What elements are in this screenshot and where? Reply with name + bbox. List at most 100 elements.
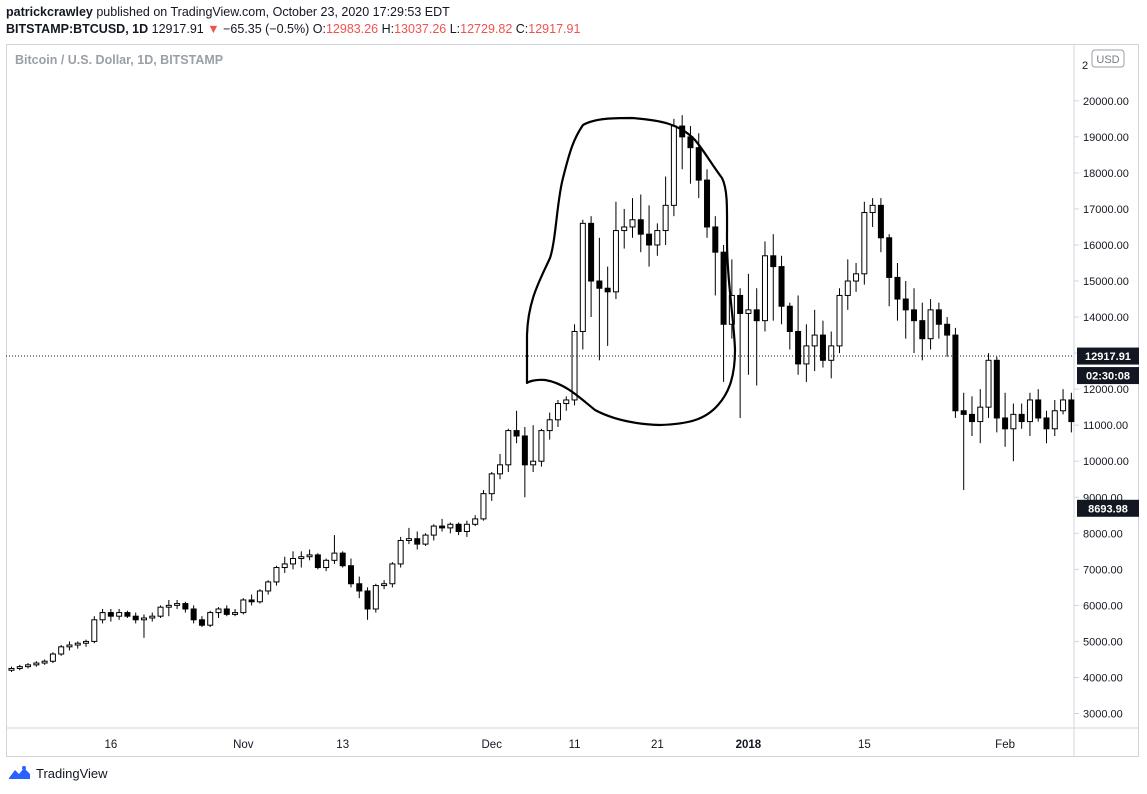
symbol-label[interactable]: BITSTAMP:BTCUSD, 1D xyxy=(6,22,149,36)
candle xyxy=(819,320,826,368)
candle-body xyxy=(927,309,934,340)
candle xyxy=(604,266,611,346)
currency-badge[interactable] xyxy=(1091,49,1125,68)
candle-body xyxy=(381,583,388,587)
candle-body xyxy=(174,603,181,606)
candle-body xyxy=(629,219,636,228)
y-tick-label: 11000.00 xyxy=(1083,420,1128,432)
candle-body xyxy=(720,251,727,325)
y-tick-top: 2 xyxy=(1082,60,1088,72)
y-tick-label: 7000.00 xyxy=(1083,564,1123,576)
candle xyxy=(720,244,727,382)
candle-body xyxy=(347,565,354,585)
x-tick-label: Dec xyxy=(482,739,503,751)
candle xyxy=(198,616,205,628)
candle xyxy=(1018,403,1025,429)
candle-body xyxy=(819,334,826,361)
candle xyxy=(778,255,785,325)
y-tick-label: 12000.00 xyxy=(1083,384,1129,396)
candle xyxy=(803,324,810,382)
candle xyxy=(770,234,777,321)
candle xyxy=(670,118,677,217)
candle-body xyxy=(1060,399,1067,412)
candle xyxy=(124,610,131,618)
candle-body xyxy=(670,125,677,206)
candle-body xyxy=(571,330,578,401)
candle-body xyxy=(761,255,768,322)
author-name[interactable]: patrickcrawley xyxy=(6,5,93,19)
candle xyxy=(786,302,793,350)
candle-body xyxy=(74,642,81,646)
candle-body xyxy=(1026,399,1033,423)
candle xyxy=(1043,410,1050,444)
candle xyxy=(41,659,48,665)
candle-body xyxy=(472,518,479,525)
candle-body xyxy=(58,646,65,655)
candle xyxy=(389,562,396,588)
candle-body xyxy=(414,538,421,545)
candle-body xyxy=(91,619,98,642)
candle xyxy=(811,309,818,372)
candle xyxy=(968,396,975,436)
candle xyxy=(571,324,578,406)
candle-body xyxy=(588,222,595,282)
candle xyxy=(588,216,595,318)
tradingview-logo-icon[interactable] xyxy=(8,765,32,781)
footer: TradingView xyxy=(8,765,108,781)
candle-body xyxy=(952,334,959,412)
candle xyxy=(596,237,603,361)
candle-body xyxy=(389,563,396,585)
candle-body xyxy=(306,554,313,558)
footer-brand[interactable]: TradingView xyxy=(36,765,108,781)
candle xyxy=(488,472,495,501)
candle xyxy=(256,589,263,604)
candle xyxy=(331,535,338,564)
x-tick-label: 15 xyxy=(858,739,871,751)
last-visible-label: 8693.98 xyxy=(1088,503,1128,515)
candle xyxy=(952,327,959,418)
chart-frame[interactable] xyxy=(6,44,1139,757)
candle xyxy=(886,234,893,307)
candle-body xyxy=(695,147,702,181)
candle-body xyxy=(265,581,272,592)
candle-body xyxy=(704,179,711,228)
candle-body xyxy=(314,554,321,569)
candle xyxy=(215,607,222,618)
candle-body xyxy=(803,345,810,365)
candle-body xyxy=(654,230,661,246)
candle-body xyxy=(447,523,454,529)
candle-body xyxy=(182,603,189,610)
candle-body xyxy=(513,430,520,437)
candle xyxy=(761,241,768,332)
candle-body xyxy=(795,330,802,365)
candle-body xyxy=(886,237,893,278)
candle xyxy=(712,216,719,296)
candle xyxy=(455,522,462,536)
candle-body xyxy=(223,608,230,615)
freehand-annotation[interactable] xyxy=(525,116,737,427)
candle-body xyxy=(157,606,164,617)
candle-body xyxy=(753,309,760,322)
candle xyxy=(745,273,752,375)
low-value: 12729.82 xyxy=(460,22,513,36)
candle-body xyxy=(33,662,40,666)
candle-body xyxy=(712,226,719,253)
price-change: −65.35 (−0.5%) xyxy=(223,22,310,36)
candle xyxy=(911,288,918,354)
candle xyxy=(505,428,512,473)
down-arrow-icon: ▼ xyxy=(207,22,220,36)
candle-body xyxy=(372,585,379,610)
candle-body xyxy=(538,430,545,462)
candle xyxy=(414,531,421,550)
candle-body xyxy=(140,617,147,621)
candle xyxy=(753,288,760,386)
candle-body xyxy=(911,309,918,322)
candle xyxy=(977,389,984,444)
countdown-label: 02:30:08 xyxy=(1086,371,1130,383)
candle-body xyxy=(968,413,975,423)
candle xyxy=(935,302,942,339)
candle xyxy=(472,515,479,527)
candle xyxy=(985,353,992,418)
candle xyxy=(240,598,247,615)
